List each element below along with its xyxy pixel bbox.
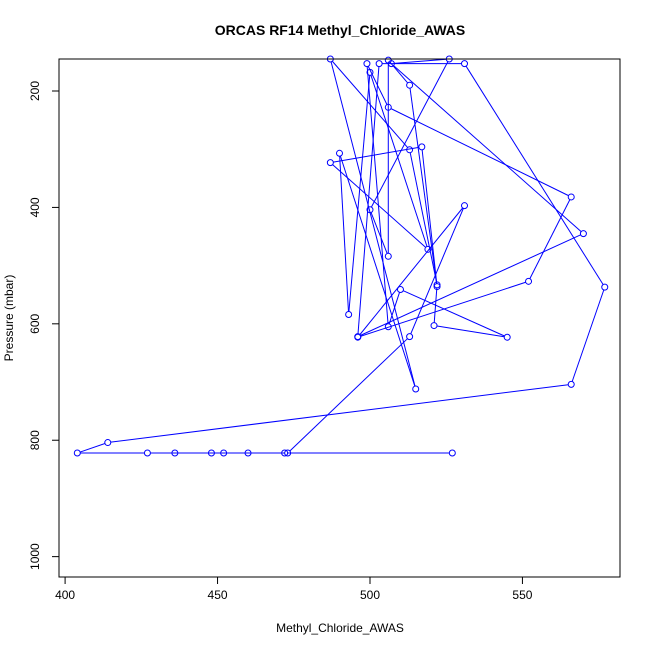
x-axis-label: Methyl_Chloride_AWAS (276, 621, 404, 635)
series-segment (110, 384, 569, 443)
series-segment (357, 66, 380, 334)
series-segment (330, 61, 416, 387)
data-point (424, 245, 432, 253)
series-segment (339, 155, 416, 387)
data-point (207, 449, 215, 457)
series-segment (359, 207, 464, 336)
data-point (345, 311, 353, 319)
chart-title: ORCAS RF14 Methyl_Chloride_AWAS (215, 22, 466, 38)
data-point (412, 385, 420, 393)
data-point (384, 323, 392, 331)
series-segment (370, 75, 428, 247)
data-point (366, 68, 374, 76)
series-segment (370, 212, 388, 254)
data-point (448, 449, 456, 457)
y-tick-label: 1000 (28, 543, 42, 570)
series-segment (289, 338, 408, 452)
data-point (525, 277, 533, 285)
data-point (503, 333, 511, 341)
data-point (461, 202, 469, 210)
data-point (418, 143, 426, 151)
data-point (433, 281, 441, 289)
plot-area (73, 55, 609, 457)
series-segment (393, 65, 582, 232)
data-point (406, 81, 414, 89)
data-point (567, 193, 575, 201)
data-point (384, 103, 392, 111)
data-point (375, 60, 383, 68)
series-segment (394, 58, 447, 64)
data-point (354, 333, 362, 341)
series-segment (388, 292, 401, 325)
series-segment (333, 146, 419, 163)
data-point (284, 449, 292, 457)
data-point (579, 230, 587, 238)
data-point (73, 449, 81, 457)
data-point (220, 449, 228, 457)
series-segment (403, 290, 505, 337)
y-tick-label: 400 (28, 197, 42, 217)
y-axis: 200 400 600 800 1000 (28, 81, 59, 570)
x-axis: 400 450 500 550 (55, 577, 533, 602)
y-tick-label: 800 (28, 430, 42, 450)
series-segment (465, 65, 604, 285)
data-point (461, 60, 469, 68)
data-point (384, 56, 392, 64)
x-tick-label: 550 (512, 588, 532, 602)
series-segment (410, 208, 464, 335)
x-tick-label: 500 (360, 588, 380, 602)
plot-frame (58, 58, 621, 578)
data-point (326, 159, 334, 167)
data-point (336, 149, 343, 157)
data-point (244, 449, 252, 457)
y-tick-label: 200 (28, 81, 42, 101)
data-point (601, 283, 609, 291)
series-segment (348, 75, 371, 312)
series-segment (421, 149, 438, 284)
data-point (430, 322, 438, 330)
y-axis-label: Pressure (mbar) (2, 275, 16, 362)
series-segment (360, 281, 526, 337)
series-segment (370, 61, 449, 208)
series-segment (332, 164, 427, 248)
data-point (384, 252, 392, 260)
data-point (143, 449, 151, 457)
series-segment (571, 289, 605, 382)
series-segment (389, 62, 409, 84)
data-point (104, 439, 112, 447)
y-tick-label: 600 (28, 313, 42, 333)
data-point (171, 449, 179, 457)
x-tick-label: 400 (55, 588, 75, 602)
series-segment (366, 66, 389, 324)
series-segment (409, 88, 438, 284)
series-segment (79, 443, 106, 453)
x-tick-label: 450 (208, 588, 228, 602)
data-point (366, 206, 374, 214)
data-point (406, 146, 414, 154)
series-segment (409, 152, 437, 282)
data-point (281, 449, 289, 457)
series-segment (390, 108, 569, 197)
series-segment (367, 66, 388, 105)
series-segment (339, 156, 349, 312)
data-point (396, 285, 404, 293)
data-point (406, 333, 414, 341)
data-point (363, 60, 371, 68)
series-segment (436, 325, 505, 338)
data-point (567, 380, 575, 388)
series-segment (529, 199, 571, 279)
